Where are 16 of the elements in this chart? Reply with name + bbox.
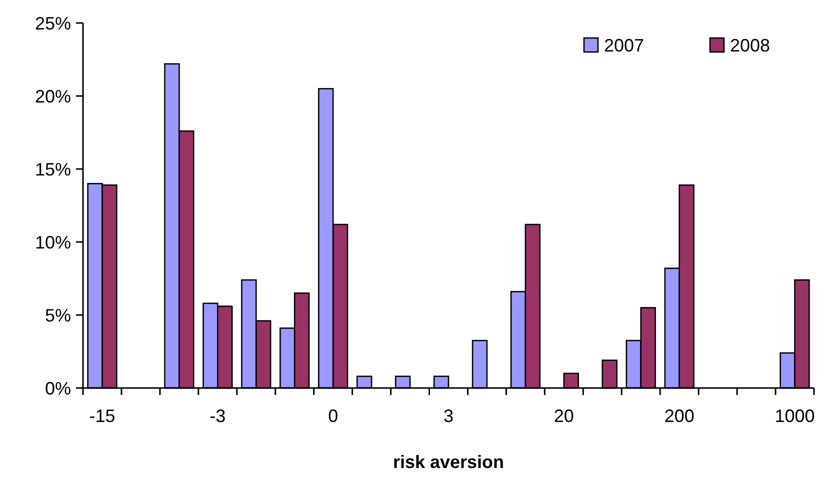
legend-label: 2008: [730, 35, 770, 56]
x-tick-label: 3: [443, 406, 454, 426]
x-tick-label: -15: [89, 406, 116, 426]
x-axis-title: risk aversion: [392, 452, 504, 472]
y-tick-label: 5%: [44, 305, 71, 326]
y-tick-label: 0%: [44, 378, 71, 398]
y-tick-label: 15%: [34, 159, 71, 180]
x-tick-label: 0: [328, 406, 338, 426]
y-tick-label: 25%: [34, 13, 71, 34]
x-tick-label: -3: [210, 406, 226, 426]
x-tick-label: 200: [664, 406, 694, 426]
legend-label: 2007: [604, 35, 644, 56]
y-tick-label: 10%: [34, 232, 71, 252]
x-tick-label: 1000: [774, 406, 815, 426]
y-tick-label: 20%: [34, 86, 71, 106]
x-tick-label: 20: [554, 406, 574, 426]
